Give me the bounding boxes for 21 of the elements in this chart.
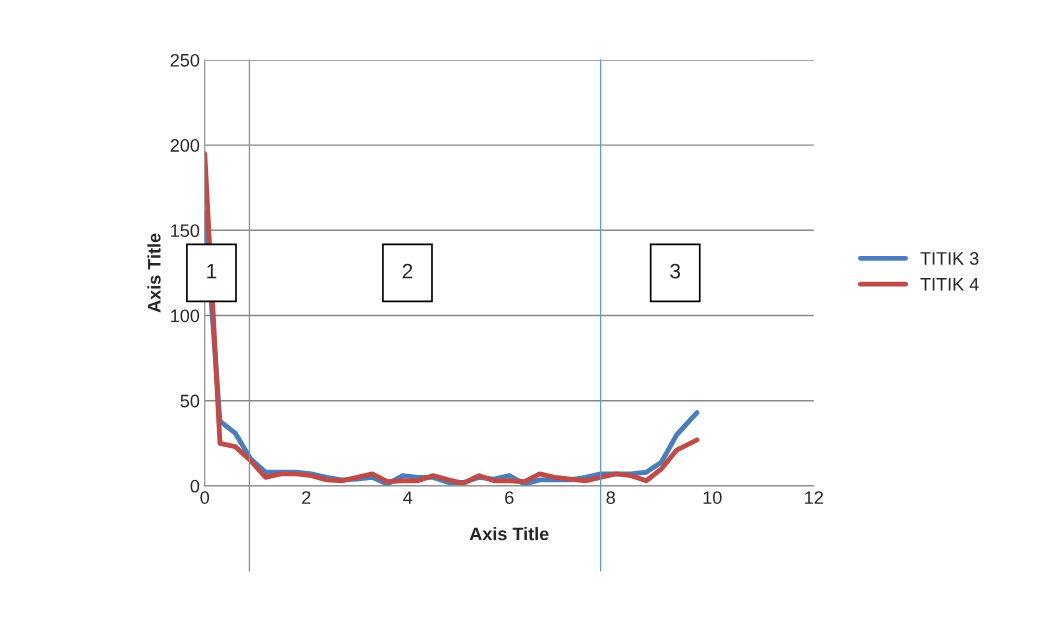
x-tick-label: 4	[403, 491, 413, 504]
y-axis-title: Axis Title	[147, 233, 161, 313]
y-tick-label: 150	[171, 224, 200, 238]
legend-label: TITIK 3	[920, 252, 979, 265]
annotation: 2	[402, 263, 413, 279]
x-tick-label: 10	[703, 491, 722, 504]
x-tick-label: 12	[805, 491, 823, 504]
x-tick-label: 0	[200, 491, 210, 504]
y-tick-label: 50	[180, 394, 200, 408]
legend-label: TITIK 4	[920, 278, 979, 291]
annotation: 3	[670, 263, 681, 279]
y-tick-label: 0	[190, 479, 200, 493]
y-tick-label: 250	[170, 53, 200, 67]
x-axis-title: Axis Title	[469, 527, 549, 541]
x-tick-label: 8	[606, 491, 615, 504]
y-tick-label: 100	[171, 309, 200, 323]
annotation: 1	[207, 263, 217, 279]
line-series	[204, 151, 700, 486]
x-tick-label: 2	[302, 491, 311, 504]
x-tick-label: 6	[505, 491, 514, 504]
y-tick-label: 200	[170, 139, 200, 152]
